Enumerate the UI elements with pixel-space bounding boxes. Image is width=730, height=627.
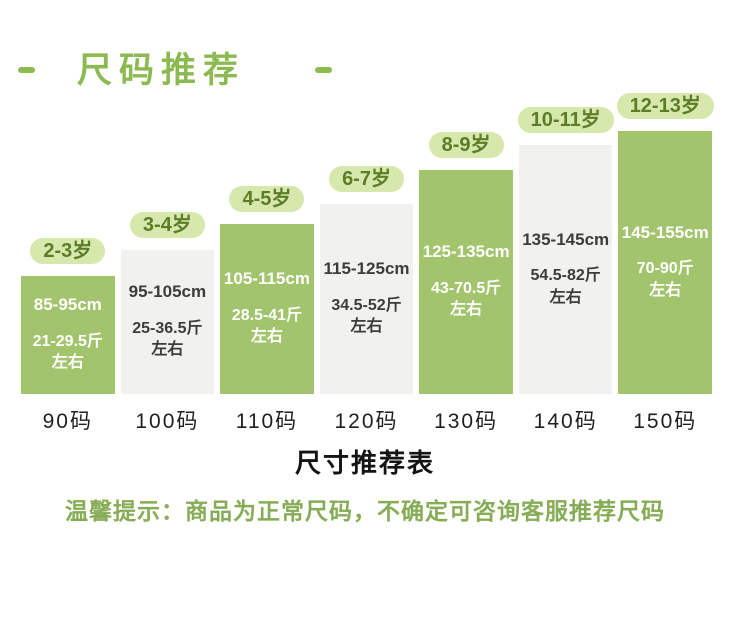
height-range: 95-105cm: [128, 282, 207, 302]
title-dash-right-icon: [315, 67, 333, 73]
title-dash-left-icon: [18, 67, 35, 73]
weight-value: 21-29.5斤: [32, 332, 103, 350]
weight-value: 54.5-82斤: [530, 267, 601, 285]
size-column: 12-13岁 145-155cm 70-90斤 左右 150码: [616, 93, 714, 433]
size-bar: 115-125cm 34.5-52斤 左右: [319, 204, 414, 394]
weight-range: 25-36.5斤 左右: [132, 318, 202, 361]
weight-range: 54.5-82斤 左右: [531, 265, 601, 308]
size-bar: 135-145cm 54.5-82斤 左右: [518, 145, 613, 394]
size-label: 110码: [235, 410, 299, 433]
height-range: 135-145cm: [522, 229, 610, 249]
age-badge: 4-5岁: [229, 186, 305, 212]
size-bar: 105-115cm 28.5-41斤 左右: [220, 224, 314, 394]
chart-caption: 尺寸推荐表: [294, 448, 435, 478]
weight-range: 43-70.5斤 左右: [431, 278, 501, 321]
weight-approx: 左右: [450, 301, 483, 319]
notice-text: 温馨提示：商品为正常尺码，不确定可咨询客服推荐尺码: [65, 498, 665, 524]
age-badge: 2-3岁: [30, 238, 106, 264]
size-bar: 125-135cm 43-70.5斤 左右: [419, 170, 513, 394]
weight-value: 70-90斤: [636, 260, 694, 278]
weight-approx: 左右: [549, 288, 582, 306]
age-badge: 3-4岁: [129, 212, 205, 238]
size-column: 4-5岁 105-115cm 28.5-41斤 左右 110码: [220, 186, 314, 433]
weight-range: 28.5-41斤 左右: [232, 305, 302, 348]
size-column: 6-7岁 115-125cm 34.5-52斤 左右 120码: [319, 166, 414, 433]
age-badge: 12-13岁: [616, 93, 714, 119]
size-label: 150码: [633, 410, 698, 433]
height-range: 145-155cm: [621, 222, 709, 242]
height-range: 105-115cm: [223, 269, 310, 289]
size-label: 90码: [42, 410, 93, 433]
page-title: 尺码推荐: [77, 50, 246, 90]
page-title-row: 尺码推荐: [18, 49, 333, 91]
size-column: 10-11岁 135-145cm 54.5-82斤 左右 140码: [517, 107, 614, 433]
size-label: 100码: [135, 410, 200, 433]
weight-value: 34.5-52斤: [331, 296, 402, 314]
height-range: 115-125cm: [323, 259, 410, 279]
size-column: 2-3岁 85-95cm 21-29.5斤 左右 90码: [21, 238, 115, 433]
weight-approx: 左右: [350, 318, 383, 336]
size-label: 140码: [533, 410, 598, 433]
size-column: 8-9岁 125-135cm 43-70.5斤 左右 130码: [419, 132, 513, 433]
weight-value: 43-70.5斤: [430, 279, 502, 297]
size-chart: 2-3岁 85-95cm 21-29.5斤 左右 90码 3-4岁 95-105…: [21, 92, 714, 433]
age-badge: 10-11岁: [517, 107, 614, 133]
size-bar: 95-105cm 25-36.5斤 左右: [120, 250, 215, 394]
height-range: 125-135cm: [422, 242, 510, 262]
weight-approx: 左右: [151, 341, 184, 359]
weight-range: 34.5-52斤 左右: [331, 295, 401, 338]
weight-value: 28.5-41斤: [231, 306, 303, 324]
weight-approx: 左右: [649, 281, 682, 299]
age-badge: 8-9岁: [428, 132, 504, 158]
age-badge: 6-7岁: [329, 166, 404, 192]
size-label: 130码: [434, 410, 499, 433]
weight-range: 21-29.5斤 左右: [33, 331, 103, 374]
size-column: 3-4岁 95-105cm 25-36.5斤 左右 100码: [120, 212, 215, 433]
height-range: 85-95cm: [33, 295, 102, 315]
size-label: 120码: [334, 410, 399, 433]
weight-approx: 左右: [250, 328, 283, 346]
weight-approx: 左右: [51, 354, 84, 372]
weight-range: 70-90斤 左右: [637, 258, 694, 301]
size-bar: 85-95cm 21-29.5斤 左右: [21, 276, 115, 394]
size-bar: 145-155cm 70-90斤 左右: [618, 131, 713, 394]
weight-value: 25-36.5斤: [132, 319, 203, 337]
